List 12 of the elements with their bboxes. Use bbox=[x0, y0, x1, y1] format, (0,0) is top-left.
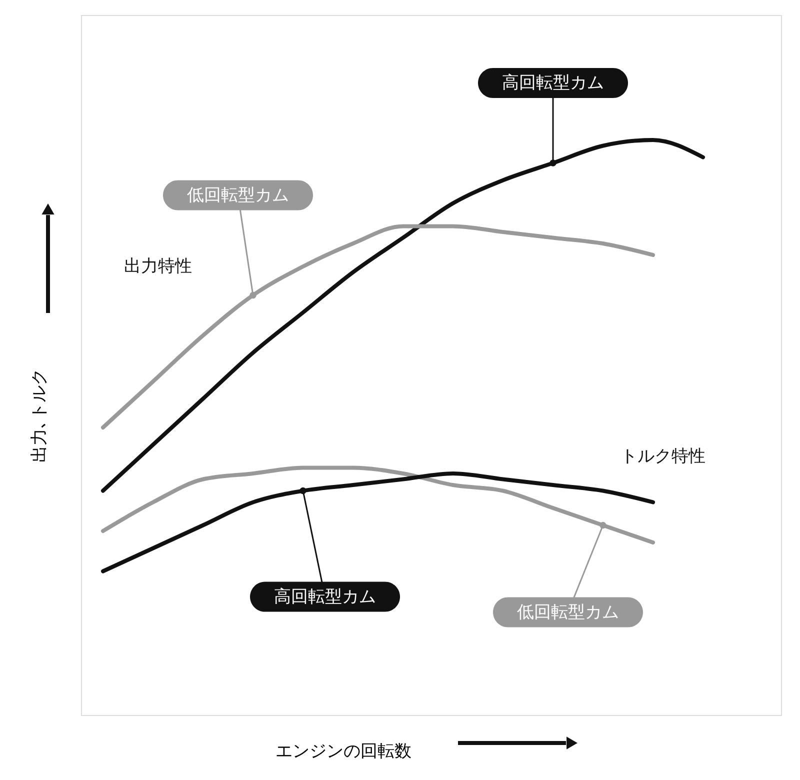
text: 低回転型カム bbox=[517, 602, 619, 622]
y-axis-title: 出力､トルク bbox=[30, 368, 50, 462]
annotation: 出力特性 bbox=[124, 256, 192, 276]
text: 低回転型カム bbox=[187, 185, 289, 206]
x-axis-title: エンジンの回転数 bbox=[276, 742, 412, 762]
annotation: トルク特性 bbox=[620, 446, 706, 466]
text: 高回転型カム bbox=[502, 73, 604, 93]
point bbox=[600, 522, 606, 529]
point bbox=[550, 160, 556, 166]
point bbox=[300, 487, 306, 494]
point bbox=[250, 292, 256, 299]
text: 高回転型カム bbox=[274, 586, 376, 607]
